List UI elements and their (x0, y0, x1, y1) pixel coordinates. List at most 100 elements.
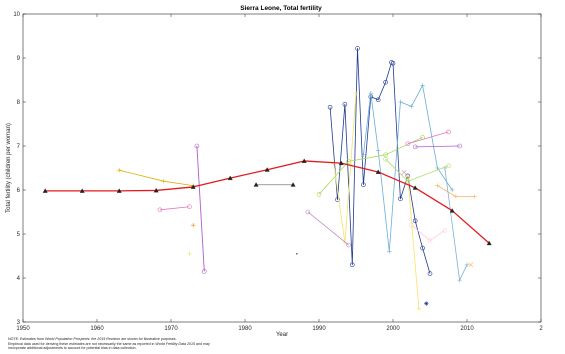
data-point (42, 188, 48, 193)
series-line (407, 131, 449, 145)
series-survey (305, 209, 351, 248)
data-point (153, 187, 159, 193)
data-point (446, 129, 451, 135)
y-axis-label: Total fertility (children per woman) (6, 123, 12, 213)
data-point (416, 306, 422, 311)
series-line (307, 211, 349, 246)
data-point (376, 148, 381, 153)
footnote-1-source: World Population Prospects: the 2015 Rev… (44, 337, 121, 341)
data-point (327, 104, 333, 110)
y-tick-label: 9 (17, 56, 21, 62)
data-point (450, 187, 455, 193)
footnote-2-prefix: Empirical data used for deriving these e… (8, 341, 156, 346)
series-survey (412, 143, 462, 150)
data-point (405, 141, 411, 147)
data-point (335, 197, 340, 202)
data-point (202, 269, 207, 274)
y-tick-label: 4 (17, 276, 21, 282)
data-point (427, 238, 433, 243)
data-point (305, 209, 311, 215)
data-point (296, 253, 298, 255)
data-point (375, 97, 381, 103)
series-survey (361, 83, 455, 254)
data-point (457, 143, 462, 149)
data-point (375, 169, 381, 174)
series-survey (157, 204, 192, 213)
data-point (427, 271, 433, 276)
footnote-line-2: Empirical data used for deriving these e… (8, 342, 210, 347)
data-point (368, 91, 373, 96)
data-point (420, 83, 425, 88)
data-point (442, 228, 448, 233)
y-tick-label: 5 (17, 232, 21, 238)
footnote-2-source: World Fertility Data 2015 (155, 341, 195, 346)
series-survey (405, 129, 451, 147)
data-point (457, 278, 462, 283)
data-point (409, 104, 414, 109)
plot-area (22, 13, 542, 323)
series-line (407, 176, 420, 309)
data-point (435, 183, 440, 188)
series-line (196, 145, 205, 272)
data-point (412, 218, 418, 224)
data-point (157, 207, 163, 213)
data-point (383, 156, 388, 162)
series-line (329, 47, 392, 266)
data-point (316, 192, 322, 197)
series-survey (405, 174, 422, 311)
data-point (117, 168, 122, 173)
data-point (342, 101, 348, 107)
series-survey (409, 222, 448, 243)
data-point (227, 175, 233, 181)
data-point (187, 204, 192, 210)
y-tick-label: 10 (13, 12, 20, 18)
data-point (486, 240, 492, 246)
data-point (355, 46, 360, 51)
axis-ticks: 1950 1960 1970 1980 1990 2000 2010 2 3 4 5 6 7 8 9 10 (13, 12, 543, 332)
series-survey (194, 143, 207, 274)
series-line (411, 224, 446, 242)
data-point (472, 194, 477, 199)
data-point (353, 91, 359, 96)
data-point (116, 188, 122, 193)
footnote-1-prefix: NOTE: Estimates from (8, 337, 45, 341)
data-point (161, 179, 166, 184)
x-tick-label: 2000 (386, 326, 400, 332)
isolated-points (187, 169, 474, 306)
footnote-2-suffix: and may (194, 341, 210, 346)
data-point (383, 79, 388, 85)
x-tick-label: 1970 (164, 326, 178, 332)
series-survey (442, 165, 470, 283)
footnote-line-1: NOTE: Estimates from World Population Pr… (8, 337, 177, 342)
series-survey (327, 46, 394, 268)
series-line (318, 136, 423, 195)
x-tick-label: 1990 (312, 326, 326, 332)
data-point (264, 167, 270, 172)
y-tick-label: 3 (17, 320, 21, 326)
footnote-1-suffix: are shown for illustrative purposes. (120, 337, 177, 341)
data-point (190, 184, 196, 189)
data-point (401, 169, 407, 175)
data-point (435, 165, 440, 171)
data-point (468, 262, 474, 268)
data-point (453, 194, 459, 199)
data-point (449, 208, 455, 213)
y-tick-label: 6 (17, 188, 21, 194)
data-point (383, 152, 388, 158)
data-point (290, 182, 296, 187)
data-point (301, 158, 307, 163)
data-point (424, 301, 429, 306)
series-line (392, 63, 431, 274)
data-point (79, 188, 85, 193)
series-survey (316, 134, 425, 197)
x-tick-label: 1980 (238, 326, 252, 332)
series-survey (390, 60, 433, 276)
chart-title: Sierra Leone, Total fertility (240, 5, 322, 12)
x-axis-label: Year (276, 332, 288, 338)
data-point (464, 262, 470, 267)
data-point (253, 182, 259, 187)
series-estimates (42, 158, 492, 246)
x-tick-label: 1960 (90, 326, 104, 332)
data-point (338, 160, 344, 166)
